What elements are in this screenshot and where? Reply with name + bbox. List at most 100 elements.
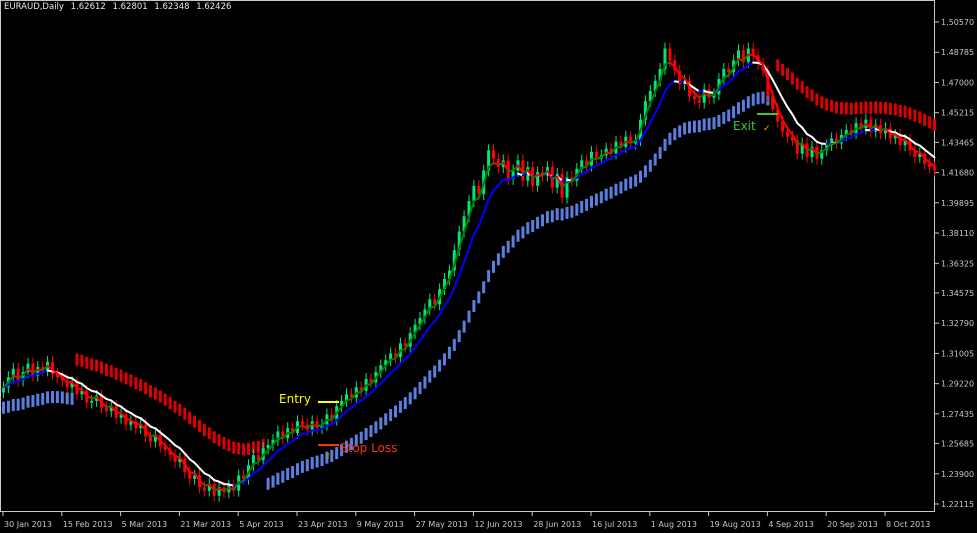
mid-ma-segment [183,452,191,461]
candle [271,433,275,451]
candle [697,93,701,109]
candle-body [555,173,559,188]
ladder-bar [756,92,760,105]
mid-ma-segment [262,459,270,467]
ladder-bar [506,240,510,253]
ladder-bar [746,96,750,109]
mid-ma-segment [399,358,407,365]
candle-body [384,360,388,366]
fast-ma-segment [374,370,382,379]
fast-ma-segment [335,405,343,414]
fast-ma-segment [22,368,29,377]
x-tick-label: 15 Feb 2013 [63,520,113,529]
y-tick-label: 1.45215 [941,109,974,118]
candle [511,164,515,185]
mid-ma-segment [198,467,206,475]
ladder-bar [6,400,10,413]
ladder-bar [913,109,917,122]
mid-ma-segment [360,394,368,402]
ladder-bar [737,102,740,115]
ladder-bar [820,96,824,109]
ladder-bar [251,441,255,454]
mid-ma-segment [188,458,196,464]
ladder-bar [501,245,505,258]
candle-body [340,400,344,407]
ladder-bar [26,395,30,408]
mid-ma-segment [487,189,495,201]
x-tick-label: 16 Jul 2013 [592,520,637,529]
fast-ma-segment [183,463,191,473]
candle-body [692,96,696,100]
fast-ma-segment [575,166,583,177]
candle-body [109,406,113,412]
fast-ma-segment [232,481,240,491]
ladder-bar [496,253,500,266]
candle [119,408,123,424]
ladder-bar [75,353,79,366]
ladder-bar [85,356,89,369]
up-arrow-icon: ⇧ [324,452,332,462]
ladder-bar [560,208,564,221]
candle-body [477,185,481,195]
ladder-bar [124,372,128,385]
ladder-bar [893,103,897,116]
mid-ma-segment [110,399,118,406]
ohlc-high: 1.62801 [112,2,148,12]
candle-body [903,140,907,146]
fast-ma-segment [610,146,617,155]
ladder-bar [418,382,422,395]
ladder-bar [212,431,216,444]
candle-body [462,216,466,232]
fast-ma-segment [330,411,338,421]
candle-body [521,160,525,181]
ladder-bar [398,400,402,413]
candle [149,430,152,448]
ladder-bar [129,374,133,387]
fast-ma-segment [634,129,642,143]
candle-body [928,163,932,168]
ladder-bar [183,407,187,420]
fast-ma-segment [291,426,299,435]
mid-ma-segment [634,139,642,148]
ladder-bar [305,459,309,472]
candle-body [776,109,780,122]
fast-ma-segment [909,144,916,153]
candle-body [727,68,731,73]
candle-body [810,146,814,158]
candle-body [741,50,745,63]
candle [193,469,197,485]
ladder-bar [541,214,544,227]
candle [202,481,206,497]
ladder-bar [423,376,427,389]
ladder-bar [462,320,466,333]
ladder-bar [903,105,907,118]
fast-ma-segment [438,287,446,299]
ladder-bar [869,101,873,114]
candle [585,154,589,172]
ohlc-low: 1.62348 [154,2,190,12]
mid-ma-segment [404,352,412,361]
candle [722,62,726,86]
mid-ma-segment [458,261,466,277]
ladder-bar [702,118,706,131]
ladder-bar [315,455,319,468]
candle [16,362,20,387]
mid-ma-segment [610,153,617,160]
fast-ma-segment [178,456,186,466]
ladder-bar [516,229,520,242]
candle-body [668,48,672,61]
candle [291,422,295,440]
ladder-bar [408,392,412,405]
candle [55,367,59,384]
fast-ma-segment [923,157,931,164]
fast-ma-segment [262,449,270,457]
fast-ma-segment [409,331,417,342]
mid-ma-segment [242,477,250,484]
mid-ma-segment [330,419,338,426]
y-tick-label: 1.32790 [941,319,974,328]
ladder-bar [21,397,25,410]
fast-ma-segment [144,429,152,438]
x-axis: 30 Jan 2013 15 Feb 2013 5 Mar 2013 21 Mar 2… [2,512,930,529]
fast-ma-segment [61,376,69,384]
fast-ma-segment [281,432,289,440]
